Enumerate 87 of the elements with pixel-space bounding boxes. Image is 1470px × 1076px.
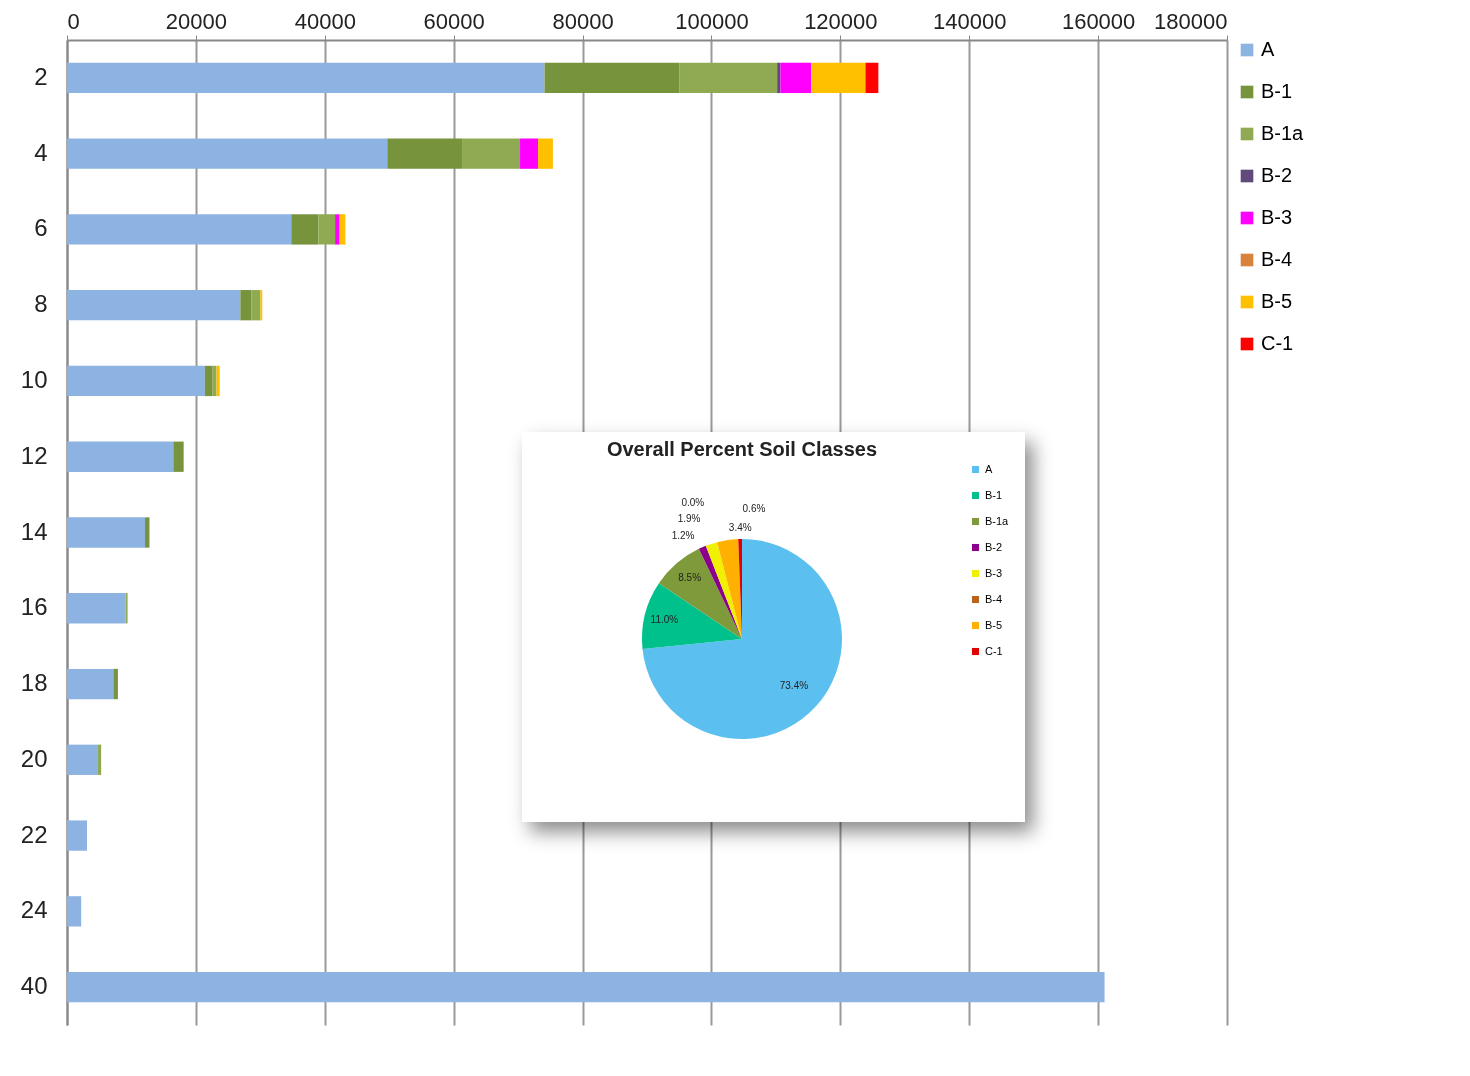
bar (777, 62, 781, 94)
y-tick-label: 24 (20, 896, 48, 924)
bar (865, 62, 879, 94)
bar (462, 138, 521, 169)
data-label: 1.9% (677, 513, 701, 525)
bar (679, 62, 778, 94)
y-tick-label: 6 (34, 214, 48, 242)
x-tick-label: 120000 (804, 8, 878, 34)
pie-slice (705, 542, 742, 639)
data-label: 73.4% (779, 679, 809, 691)
bar (251, 290, 261, 321)
bar (520, 138, 539, 169)
legend-label: B-3 (985, 566, 1003, 579)
bar (67, 290, 241, 321)
pie-slice (717, 539, 742, 639)
legend-label: B-2 (985, 540, 1003, 553)
legend-label: B-4 (1261, 248, 1293, 270)
legend-label: B-1 (1261, 80, 1293, 102)
legend-label: B-2 (1261, 164, 1293, 186)
x-tick-label: 20000 (165, 8, 227, 34)
y-tick-label: 20 (20, 744, 48, 772)
legend-label: B-5 (1261, 290, 1293, 312)
y-tick-label: 4 (34, 138, 48, 166)
bar (216, 365, 220, 397)
bar (544, 62, 680, 94)
bar (67, 896, 82, 927)
bar (67, 365, 205, 397)
bar (67, 517, 145, 548)
x-tick-label: 160000 (1061, 8, 1136, 34)
y-tick-label: 40 (20, 972, 48, 1000)
x-tick-label: 60000 (423, 8, 485, 34)
bar (538, 138, 553, 169)
y-tick-label: 22 (20, 820, 48, 848)
bar (811, 62, 866, 94)
pie-slice (642, 583, 742, 650)
bar (240, 290, 252, 321)
y-tick-label: 12 (20, 441, 48, 469)
bar (67, 744, 98, 775)
bar (204, 365, 213, 397)
bar (144, 517, 150, 548)
text: 0.0% (681, 497, 705, 509)
y-tick-label: 14 (20, 517, 48, 545)
data-label: 1.2% (671, 530, 695, 542)
bar (67, 668, 114, 700)
bar (67, 138, 388, 169)
data-label: 0.6% (742, 503, 766, 515)
x-tick-label: 180000 (1154, 8, 1228, 34)
legend-label: C-1 (1261, 332, 1294, 354)
x-tick-label: 40000 (294, 8, 356, 34)
y-tick-label: 18 (20, 669, 48, 697)
bar (387, 138, 463, 169)
data-label: 3.4% (728, 522, 752, 534)
bar (291, 214, 319, 245)
bar (335, 214, 340, 245)
y-tick-label: 10 (20, 365, 48, 393)
pie-slice (642, 539, 842, 739)
legend-label: B-1a (1261, 122, 1305, 144)
bar (67, 820, 87, 851)
x-tick-label: 0 (67, 8, 80, 34)
legend-label: A (985, 462, 993, 475)
legend-label: C-1 (985, 644, 1003, 657)
bar (780, 62, 812, 94)
x-tick-label: 80000 (552, 8, 614, 34)
bar (173, 441, 184, 472)
y-tick-label: 8 (34, 290, 48, 318)
bar (212, 365, 217, 397)
legend-label: B-3 (1261, 206, 1293, 228)
bar (318, 214, 336, 245)
x-tick-label: 100000 (675, 8, 749, 34)
legend-label: B-1 (985, 488, 1003, 501)
bar (67, 593, 126, 624)
legend-label: B-4 (985, 592, 1003, 605)
bar (97, 744, 102, 775)
data-label: 8.5% (678, 572, 702, 584)
legend-label: B-5 (985, 618, 1003, 631)
bar (67, 441, 174, 472)
chart-title: Overall Percent Soil Classes (606, 438, 878, 460)
bar (67, 62, 545, 94)
legend-label: A (1261, 38, 1275, 60)
data-label: 11.0% (650, 613, 679, 625)
y-tick-label: 2 (34, 62, 48, 90)
bar (67, 971, 1105, 1003)
bar (113, 668, 118, 700)
bar (67, 214, 292, 245)
x-tick-label: 140000 (933, 8, 1007, 34)
y-tick-label: 16 (20, 593, 48, 621)
legend-label: B-1a (985, 514, 1010, 527)
